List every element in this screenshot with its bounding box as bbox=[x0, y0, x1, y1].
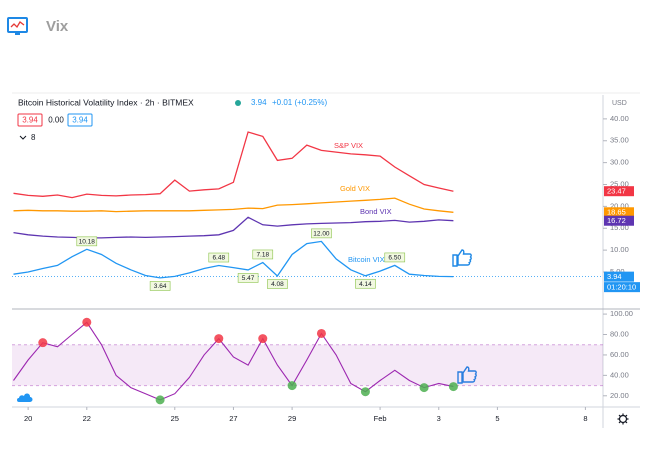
price-change: +0.01 (+0.25%) bbox=[272, 98, 327, 107]
collapse-arrow[interactable] bbox=[19, 135, 27, 140]
thumbs-up[interactable] bbox=[452, 249, 472, 267]
last-value-tag bbox=[604, 215, 634, 226]
value-label-box bbox=[355, 278, 376, 289]
gear-teeth[interactable] bbox=[617, 413, 629, 425]
countdown: 01:20:10 bbox=[607, 282, 636, 291]
value-label: 12.00 bbox=[313, 230, 330, 237]
monitor-stand bbox=[15, 32, 20, 35]
x-tick-label: 5 bbox=[495, 414, 499, 423]
last-price: 3.94 bbox=[251, 98, 267, 107]
value-label-box bbox=[149, 281, 171, 291]
value-label-box bbox=[311, 228, 332, 239]
series-line bbox=[13, 240, 454, 279]
thumbs-up-icon[interactable] bbox=[457, 366, 477, 384]
signal-marker bbox=[258, 334, 268, 344]
series-name: Bitcoin VIX bbox=[348, 255, 385, 264]
countdown-tag bbox=[604, 282, 640, 293]
ohlc-box bbox=[67, 113, 93, 127]
value-label: 10.18 bbox=[79, 238, 96, 245]
status-dot bbox=[235, 100, 241, 106]
value-label: 4.08 bbox=[271, 281, 284, 288]
signal-marker bbox=[316, 328, 326, 338]
y-tick-label: 20.00 bbox=[610, 201, 629, 210]
series-line bbox=[13, 197, 454, 213]
signal-marker bbox=[360, 387, 370, 397]
y-tick-label: 5.00 bbox=[610, 267, 625, 276]
settings-icon[interactable] bbox=[617, 413, 629, 425]
app-icon bbox=[7, 17, 28, 35]
signal-marker bbox=[448, 382, 458, 392]
x-tick-label: 20 bbox=[24, 414, 32, 423]
currency-label: USD bbox=[612, 100, 627, 107]
x-tick-label: Feb bbox=[374, 414, 387, 423]
value-label-box bbox=[237, 273, 259, 283]
value-label: 5.47 bbox=[242, 275, 255, 282]
y-tick-label: 30.00 bbox=[610, 158, 629, 167]
signal-marker bbox=[82, 317, 92, 327]
last-value-tag bbox=[604, 186, 634, 197]
y-tick-label: 40.00 bbox=[610, 370, 629, 379]
value-label: 3.64 bbox=[154, 283, 167, 290]
y-tick-label: 80.00 bbox=[610, 329, 629, 338]
last-value-label: 18.65 bbox=[607, 208, 626, 217]
y-tick-label: 20.00 bbox=[610, 391, 629, 400]
value-label-box bbox=[384, 252, 406, 263]
value-label: 7.18 bbox=[256, 251, 269, 258]
cloud-icon[interactable] bbox=[17, 393, 33, 402]
last-value-label: 23.47 bbox=[607, 186, 626, 195]
band bbox=[12, 344, 603, 386]
y-tick-label: 10.00 bbox=[610, 245, 629, 254]
x-tick-label: 25 bbox=[171, 414, 179, 423]
y-tick-label: 35.00 bbox=[610, 136, 629, 145]
last-value-tag bbox=[604, 207, 634, 218]
signal-marker bbox=[214, 334, 224, 344]
value-label: 6.50 bbox=[388, 254, 401, 261]
ohlc-value: 3.94 bbox=[72, 116, 88, 125]
signal-marker bbox=[38, 338, 48, 348]
last-value-tag bbox=[604, 271, 634, 282]
monitor-line bbox=[10, 21, 25, 29]
x-tick-label: 8 bbox=[583, 414, 587, 423]
value-label: 4.14 bbox=[359, 281, 372, 288]
series-line bbox=[13, 131, 454, 199]
value-label-box bbox=[76, 236, 98, 247]
signal-marker bbox=[287, 381, 297, 391]
value-label-box bbox=[252, 249, 274, 260]
x-tick-label: 3 bbox=[437, 414, 441, 423]
value-label: 6.48 bbox=[212, 255, 225, 262]
thumbs-up[interactable] bbox=[457, 366, 477, 384]
study-count[interactable]: 8 bbox=[31, 133, 36, 142]
thumbs-up-icon[interactable] bbox=[452, 249, 472, 267]
y-tick-label: 100.00 bbox=[610, 309, 633, 318]
last-value-label: 16.72 bbox=[607, 216, 626, 225]
value-label-box bbox=[208, 252, 230, 263]
x-tick-label: 29 bbox=[288, 414, 296, 423]
series-name: S&P VIX bbox=[334, 141, 363, 150]
series-name: Bond VIX bbox=[360, 207, 392, 216]
y-tick-label: 60.00 bbox=[610, 350, 629, 359]
x-tick-label: 22 bbox=[83, 414, 91, 423]
x-tick-label: 27 bbox=[229, 414, 237, 423]
ohlc-value: 0.00 bbox=[48, 116, 64, 125]
ohlc-box bbox=[17, 113, 43, 127]
signal-marker bbox=[419, 383, 429, 393]
series-name: Gold VIX bbox=[340, 184, 370, 193]
last-value-label: 3.94 bbox=[607, 272, 622, 281]
signal-marker bbox=[155, 395, 165, 405]
chart-title: Bitcoin Historical Volatility Index · 2h… bbox=[18, 97, 194, 107]
y-tick-label: 40.00 bbox=[610, 114, 629, 123]
page-title: Vix bbox=[46, 18, 69, 35]
ohlc-value: 3.94 bbox=[22, 116, 38, 125]
y-tick-label: 25.00 bbox=[610, 179, 629, 188]
y-tick-label: 15.00 bbox=[610, 223, 629, 232]
value-label-box bbox=[267, 279, 288, 289]
